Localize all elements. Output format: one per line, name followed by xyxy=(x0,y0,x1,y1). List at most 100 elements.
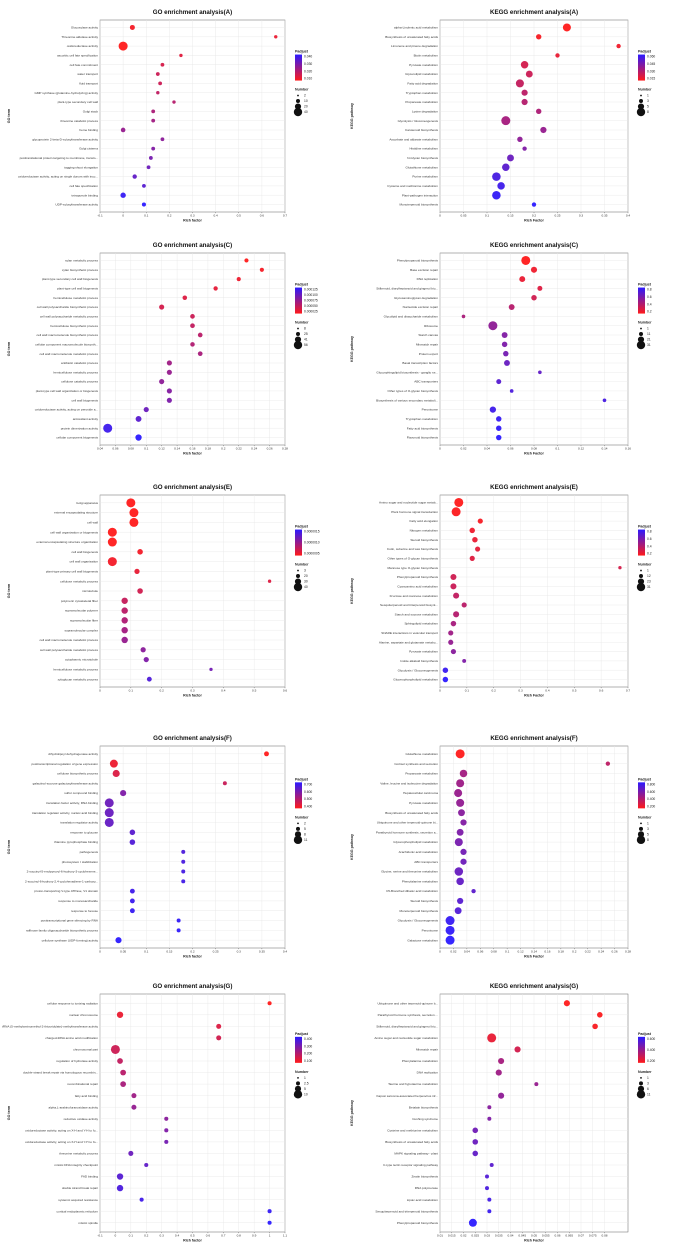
color-tick-label: 0.010 xyxy=(304,77,312,81)
chart-panel-go_f: GO enrichment analysis(F) 0 0.05 0.1 0.15 0.2… xyxy=(7,735,312,959)
data-point xyxy=(472,1139,479,1145)
category-label: Ribosome xyxy=(424,324,438,328)
category-label: plant-type cell wall biogenesis xyxy=(57,287,98,291)
data-point xyxy=(107,537,117,547)
data-point xyxy=(469,527,475,534)
data-point xyxy=(498,1057,505,1065)
category-label: Pyruvate metabolism xyxy=(409,63,438,67)
category-label: Tryptophan metabolism xyxy=(406,91,439,95)
legend-size-title: Number xyxy=(295,88,309,92)
category-label: Golgi apparatus xyxy=(76,501,98,505)
data-point xyxy=(462,658,467,663)
x-tick-label: 0.065 xyxy=(565,1234,573,1238)
data-point xyxy=(267,1001,272,1006)
category-label: Cyanoamino acid metabolism xyxy=(397,584,438,588)
category-label: double strand break repair xyxy=(62,1186,98,1190)
category-label: Mannose type O-glycan biosynthesis xyxy=(387,566,438,570)
category-label: Propanoate metabolism xyxy=(405,772,438,776)
data-point xyxy=(562,23,571,32)
size-key-dot xyxy=(296,99,300,104)
size-key-dot xyxy=(297,327,299,330)
data-point xyxy=(143,407,149,413)
data-point xyxy=(450,583,457,590)
category-label: alpha-Linolenic acid metabolism xyxy=(394,26,438,30)
data-point xyxy=(445,935,455,945)
data-point xyxy=(602,398,607,403)
legend-color-title: Padjust xyxy=(638,1032,652,1036)
category-label: cell wall macromolecule biosynthetic pro… xyxy=(36,333,98,337)
x-tick-label: 0.02 xyxy=(450,950,456,954)
size-key-dot xyxy=(640,569,642,572)
x-tick-label: 0.06 xyxy=(112,447,118,451)
x-tick-label: 0.5 xyxy=(237,214,242,218)
x-tick-label: 0.22 xyxy=(585,950,591,954)
data-point xyxy=(213,286,218,291)
x-tick-label: -0.1 xyxy=(97,214,103,218)
legend-color-title: Padjust xyxy=(295,50,309,54)
legend-size-title: Number xyxy=(295,815,309,819)
size-key-dot xyxy=(294,1085,302,1092)
data-point xyxy=(531,295,537,301)
data-point xyxy=(131,1104,137,1110)
data-point xyxy=(116,1184,124,1192)
category-label: supramolecular fiber xyxy=(70,618,98,622)
category-label: ABC transporters xyxy=(414,860,438,864)
data-point xyxy=(160,62,165,67)
category-label: N-Glycan biosynthesis xyxy=(407,156,438,160)
color-tick-label: 0.040 xyxy=(304,55,312,59)
category-label: Ubiquinone and other terpenoid-quinone b… xyxy=(377,1001,438,1005)
x-tick-label: 0.4 xyxy=(213,214,218,218)
legend-size-title: Number xyxy=(295,563,309,567)
color-tick-label: 0.4 xyxy=(647,544,652,548)
size-key-label: 1 xyxy=(647,821,649,825)
x-tick-label: 0.16 xyxy=(625,447,631,451)
category-label: Biosynthesis of unsaturated fatty acids xyxy=(385,35,438,39)
category-label: Betalain biosynthesis xyxy=(409,1105,439,1109)
size-key-dot xyxy=(637,103,645,110)
x-tick-label: 0.06 xyxy=(554,1234,560,1238)
y-axis-label: GO term xyxy=(7,840,11,854)
size-key-label: 2 xyxy=(304,821,306,825)
category-label: plant-type secondary cell wall xyxy=(58,100,99,104)
data-point xyxy=(267,1220,272,1225)
size-key-dot xyxy=(637,831,645,838)
color-tick-label: 0.020 xyxy=(304,69,312,73)
data-point xyxy=(442,667,449,673)
data-point xyxy=(485,1174,489,1179)
size-key-label: 6 xyxy=(647,1087,649,1091)
category-label: external encapsulating structure organiz… xyxy=(36,540,98,544)
category-label: double-strand break repair via homologou… xyxy=(23,1071,98,1075)
color-tick-label: 0.000075 xyxy=(304,299,318,303)
data-point xyxy=(181,869,186,874)
legend-size-title: Number xyxy=(638,1070,652,1074)
data-point xyxy=(129,898,135,904)
category-label: heme binding xyxy=(79,128,98,132)
x-tick-label: 0.3 xyxy=(190,689,195,693)
data-point xyxy=(103,423,113,433)
legend-color-title: Padjust xyxy=(638,777,652,781)
x-tick-label: 0.24 xyxy=(598,950,604,954)
color-tick-label: 0.600 xyxy=(647,1037,655,1041)
category-label: FAD binding xyxy=(81,1175,98,1179)
data-point xyxy=(132,174,137,179)
data-point xyxy=(534,1082,539,1087)
data-point xyxy=(519,276,526,283)
legend-size-title: Number xyxy=(638,88,652,92)
x-tick-label: 0 xyxy=(439,447,441,451)
category-label: Base excision repair xyxy=(410,268,438,272)
size-key-label: 8 xyxy=(304,832,306,836)
color-tick-label: 0.200 xyxy=(647,804,655,808)
size-key-dot xyxy=(296,1081,300,1086)
x-tick-label: 0.055 xyxy=(542,1234,550,1238)
category-label: Basal transcription factors xyxy=(402,361,438,365)
size-key-label: 10 xyxy=(304,1092,308,1096)
data-point xyxy=(503,350,509,357)
color-bar xyxy=(295,287,302,314)
data-point xyxy=(456,779,465,788)
category-label: Starch canvas xyxy=(418,333,438,337)
data-point xyxy=(461,314,466,319)
category-label: Nucleotide excision repair xyxy=(403,305,438,309)
